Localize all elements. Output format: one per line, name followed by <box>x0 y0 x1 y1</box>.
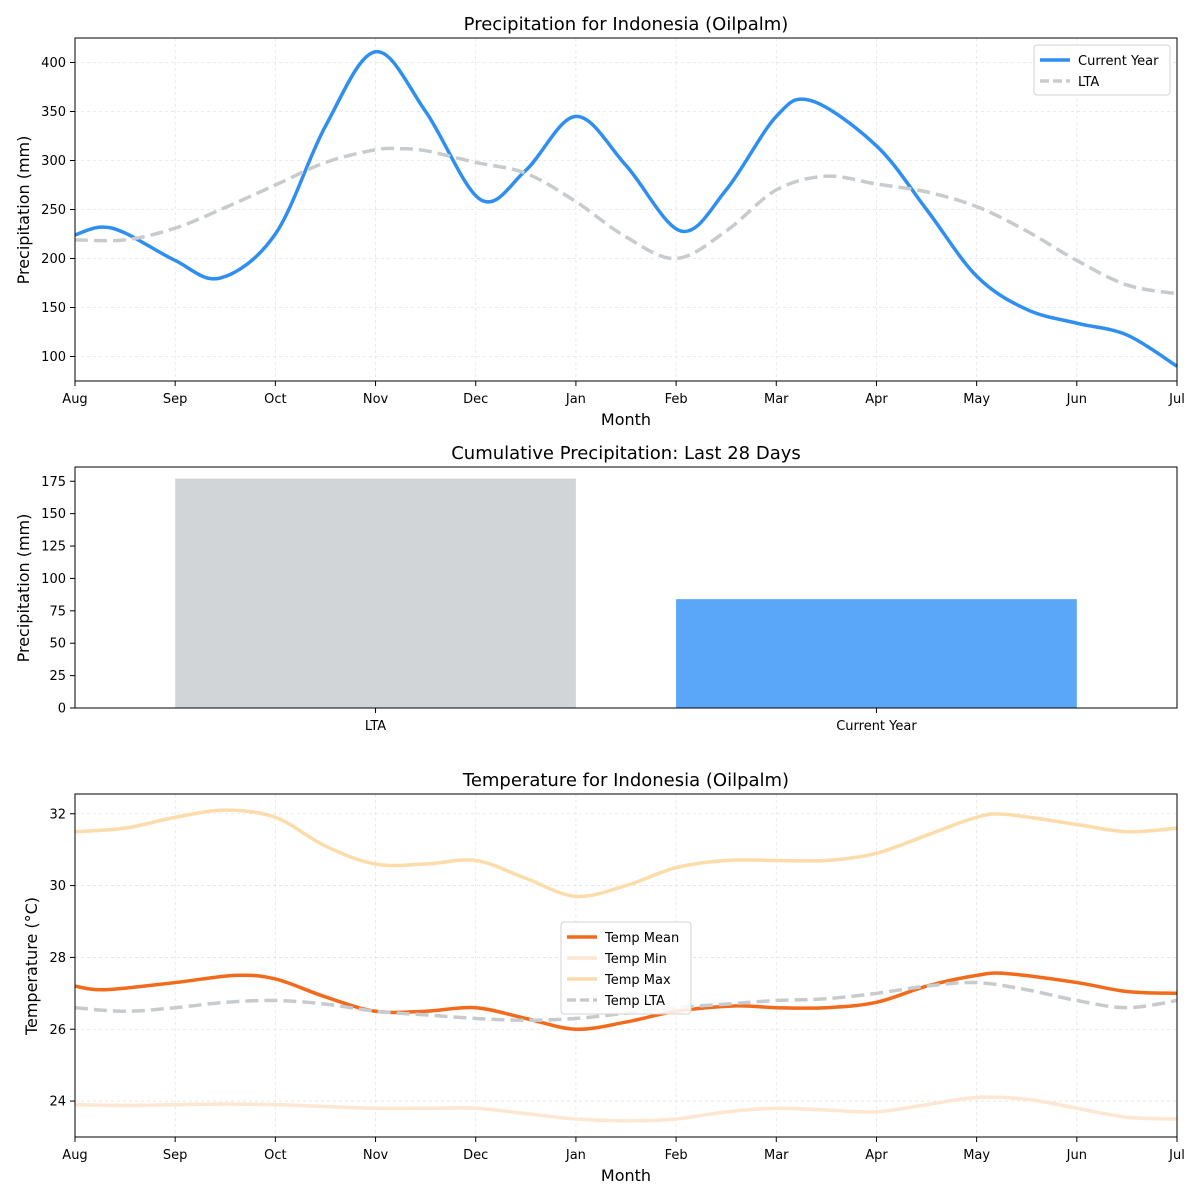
x-tick-label: Nov <box>363 392 389 407</box>
x-tick-label: Oct <box>264 392 286 407</box>
chart-title: Temperature for Indonesia (Oilpalm) <box>462 770 789 791</box>
y-tick-label: 175 <box>41 475 66 490</box>
y-tick-label: 250 <box>41 203 66 218</box>
x-tick-label: May <box>963 392 990 407</box>
y-tick-label: 125 <box>41 540 66 555</box>
legend-label: Current Year <box>1078 54 1159 69</box>
y-tick-label: 150 <box>41 301 66 316</box>
y-tick-label: 300 <box>41 154 66 169</box>
legend-label: Temp Mean <box>604 931 679 946</box>
temperature-line-chart: Temperature for Indonesia (Oilpalm) Mont… <box>22 770 1185 1185</box>
y-tick-label: 50 <box>49 637 66 652</box>
x-tick-label: Jun <box>1066 392 1087 407</box>
x-tick-label: LTA <box>365 719 386 734</box>
bar-lta <box>175 478 576 708</box>
legend-label: LTA <box>1078 75 1099 90</box>
series-line-lta <box>74 146 1178 296</box>
series-line-temp-max <box>74 808 1178 899</box>
y-axis-label: Temperature (°C) <box>22 897 41 1036</box>
x-tick-label: Dec <box>463 392 488 407</box>
legend-label: Temp Min <box>604 952 667 967</box>
legend: Temp Mean Temp Min Temp Max Temp LTA <box>560 921 692 1015</box>
series-line-current-year <box>74 49 1178 368</box>
cumulative-bar-chart: Cumulative Precipitation: Last 28 Days P… <box>14 443 1178 734</box>
series-line-temp-min <box>74 1095 1178 1123</box>
legend: Current Year LTA <box>1033 44 1171 96</box>
plot-frame <box>74 466 1178 709</box>
x-tick-label: May <box>963 1148 990 1163</box>
x-tick-label: Jul <box>1168 1148 1185 1163</box>
y-tick-label: 200 <box>41 252 66 267</box>
legend-box <box>1033 44 1171 96</box>
y-tick-label: 32 <box>49 807 66 822</box>
x-tick-label: Mar <box>764 392 789 407</box>
x-tick-label: Dec <box>463 1148 488 1163</box>
x-tick-label: Feb <box>665 392 688 407</box>
x-tick-label: Feb <box>665 1148 688 1163</box>
y-tick-label: 26 <box>49 1023 66 1038</box>
y-tick-label: 100 <box>41 572 66 587</box>
x-tick-label: Mar <box>764 1148 789 1163</box>
y-tick-label: 100 <box>41 350 66 365</box>
series-line-temp-mean <box>74 971 1178 1032</box>
precipitation-line-chart: Precipitation for Indonesia (Oilpalm) Mo… <box>14 14 1185 429</box>
x-tick-label: Jul <box>1168 392 1185 407</box>
x-tick-label: Sep <box>163 1148 188 1163</box>
y-tick-label: 30 <box>49 879 66 894</box>
plot-frame <box>74 793 1178 1138</box>
x-tick-label: Jun <box>1066 1148 1087 1163</box>
y-tick-label: 75 <box>49 604 66 619</box>
chart-title: Precipitation for Indonesia (Oilpalm) <box>464 14 789 35</box>
x-tick-label: Jan <box>565 1148 586 1163</box>
x-tick-label: Jan <box>565 392 586 407</box>
x-tick-label: Current Year <box>836 719 917 734</box>
x-tick-label: Aug <box>62 1148 87 1163</box>
y-tick-label: 25 <box>49 669 66 684</box>
x-tick-label: Oct <box>264 1148 286 1163</box>
y-tick-label: 24 <box>49 1095 66 1110</box>
y-axis-label: Precipitation (mm) <box>14 514 33 663</box>
legend-box <box>560 921 692 1015</box>
y-tick-label: 0 <box>58 702 66 717</box>
y-tick-label: 150 <box>41 507 66 522</box>
x-tick-label: Aug <box>62 392 87 407</box>
legend-label: Temp Max <box>604 973 671 988</box>
x-tick-label: Apr <box>865 392 888 407</box>
x-axis-label: Month <box>601 1166 651 1185</box>
bar-current-year <box>676 599 1077 708</box>
y-tick-label: 28 <box>49 951 66 966</box>
x-tick-label: Apr <box>865 1148 888 1163</box>
x-tick-label: Nov <box>363 1148 389 1163</box>
y-tick-label: 350 <box>41 105 66 120</box>
y-axis-label: Precipitation (mm) <box>14 136 33 285</box>
legend-label: Temp LTA <box>604 994 665 1009</box>
x-tick-label: Sep <box>163 392 188 407</box>
y-tick-label: 400 <box>41 56 66 71</box>
chart-title: Cumulative Precipitation: Last 28 Days <box>451 443 801 464</box>
x-axis-label: Month <box>601 410 651 429</box>
